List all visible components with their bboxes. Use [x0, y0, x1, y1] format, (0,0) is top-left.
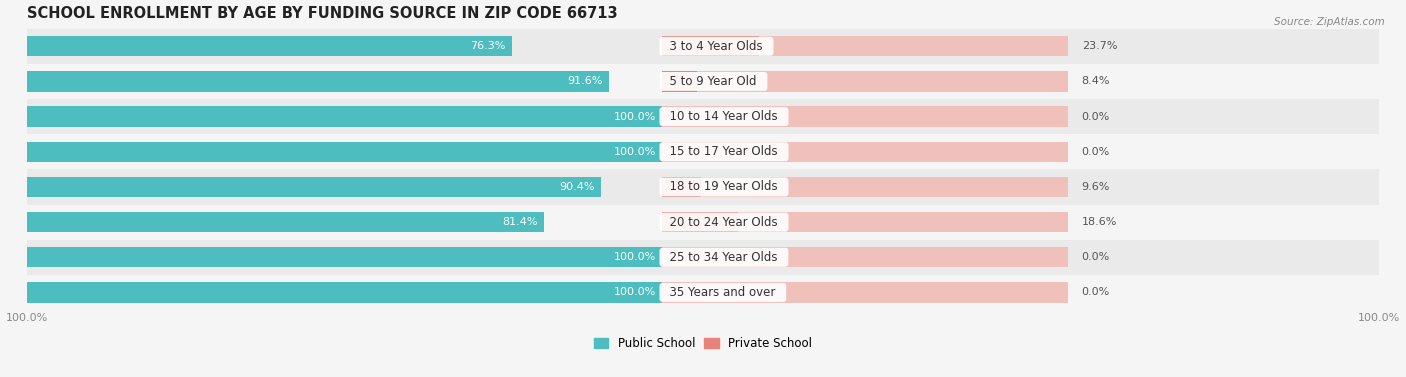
Text: 100.0%: 100.0%: [613, 147, 655, 157]
Bar: [27, 275, 1379, 310]
Text: 10 to 14 Year Olds: 10 to 14 Year Olds: [662, 110, 786, 123]
Bar: [662, 141, 1069, 162]
Text: 0.0%: 0.0%: [1081, 147, 1109, 157]
Text: 90.4%: 90.4%: [560, 182, 595, 192]
Bar: [27, 247, 662, 267]
Legend: Public School, Private School: Public School, Private School: [589, 332, 817, 355]
Bar: [662, 177, 702, 197]
Text: 100.0%: 100.0%: [613, 112, 655, 122]
Bar: [662, 212, 1069, 232]
Bar: [27, 177, 602, 197]
Text: 8.4%: 8.4%: [1081, 77, 1111, 86]
Text: 15 to 17 Year Olds: 15 to 17 Year Olds: [662, 145, 786, 158]
Bar: [662, 282, 1069, 303]
Text: 5 to 9 Year Old: 5 to 9 Year Old: [662, 75, 765, 88]
Text: 18.6%: 18.6%: [1081, 217, 1118, 227]
Text: 23.7%: 23.7%: [1081, 41, 1118, 51]
Text: 9.6%: 9.6%: [1081, 182, 1111, 192]
Bar: [662, 177, 1069, 197]
Text: Source: ZipAtlas.com: Source: ZipAtlas.com: [1274, 17, 1385, 27]
Text: 0.0%: 0.0%: [1081, 252, 1109, 262]
Bar: [662, 212, 738, 232]
Bar: [27, 141, 662, 162]
Bar: [662, 71, 1069, 92]
Bar: [27, 36, 512, 57]
Bar: [662, 36, 759, 57]
Text: 0.0%: 0.0%: [1081, 287, 1109, 297]
Text: 25 to 34 Year Olds: 25 to 34 Year Olds: [662, 251, 786, 264]
Text: SCHOOL ENROLLMENT BY AGE BY FUNDING SOURCE IN ZIP CODE 66713: SCHOOL ENROLLMENT BY AGE BY FUNDING SOUR…: [27, 6, 617, 21]
Text: 100.0%: 100.0%: [613, 287, 655, 297]
Text: 0.0%: 0.0%: [1081, 112, 1109, 122]
Text: 81.4%: 81.4%: [502, 217, 537, 227]
Bar: [27, 71, 609, 92]
Bar: [27, 169, 1379, 204]
Bar: [27, 134, 1379, 169]
Bar: [662, 36, 1069, 57]
Bar: [662, 247, 1069, 267]
Bar: [27, 99, 1379, 134]
Text: 35 Years and over: 35 Years and over: [662, 286, 783, 299]
Text: 76.3%: 76.3%: [470, 41, 505, 51]
Text: 3 to 4 Year Olds: 3 to 4 Year Olds: [662, 40, 770, 53]
Bar: [27, 204, 1379, 240]
Text: 18 to 19 Year Olds: 18 to 19 Year Olds: [662, 181, 786, 193]
Text: 100.0%: 100.0%: [613, 252, 655, 262]
Bar: [27, 29, 1379, 64]
Bar: [27, 106, 662, 127]
Bar: [662, 106, 1069, 127]
Bar: [27, 212, 544, 232]
Bar: [27, 240, 1379, 275]
Bar: [27, 282, 662, 303]
Text: 91.6%: 91.6%: [567, 77, 602, 86]
Bar: [27, 64, 1379, 99]
Bar: [662, 71, 696, 92]
Text: 20 to 24 Year Olds: 20 to 24 Year Olds: [662, 216, 786, 228]
